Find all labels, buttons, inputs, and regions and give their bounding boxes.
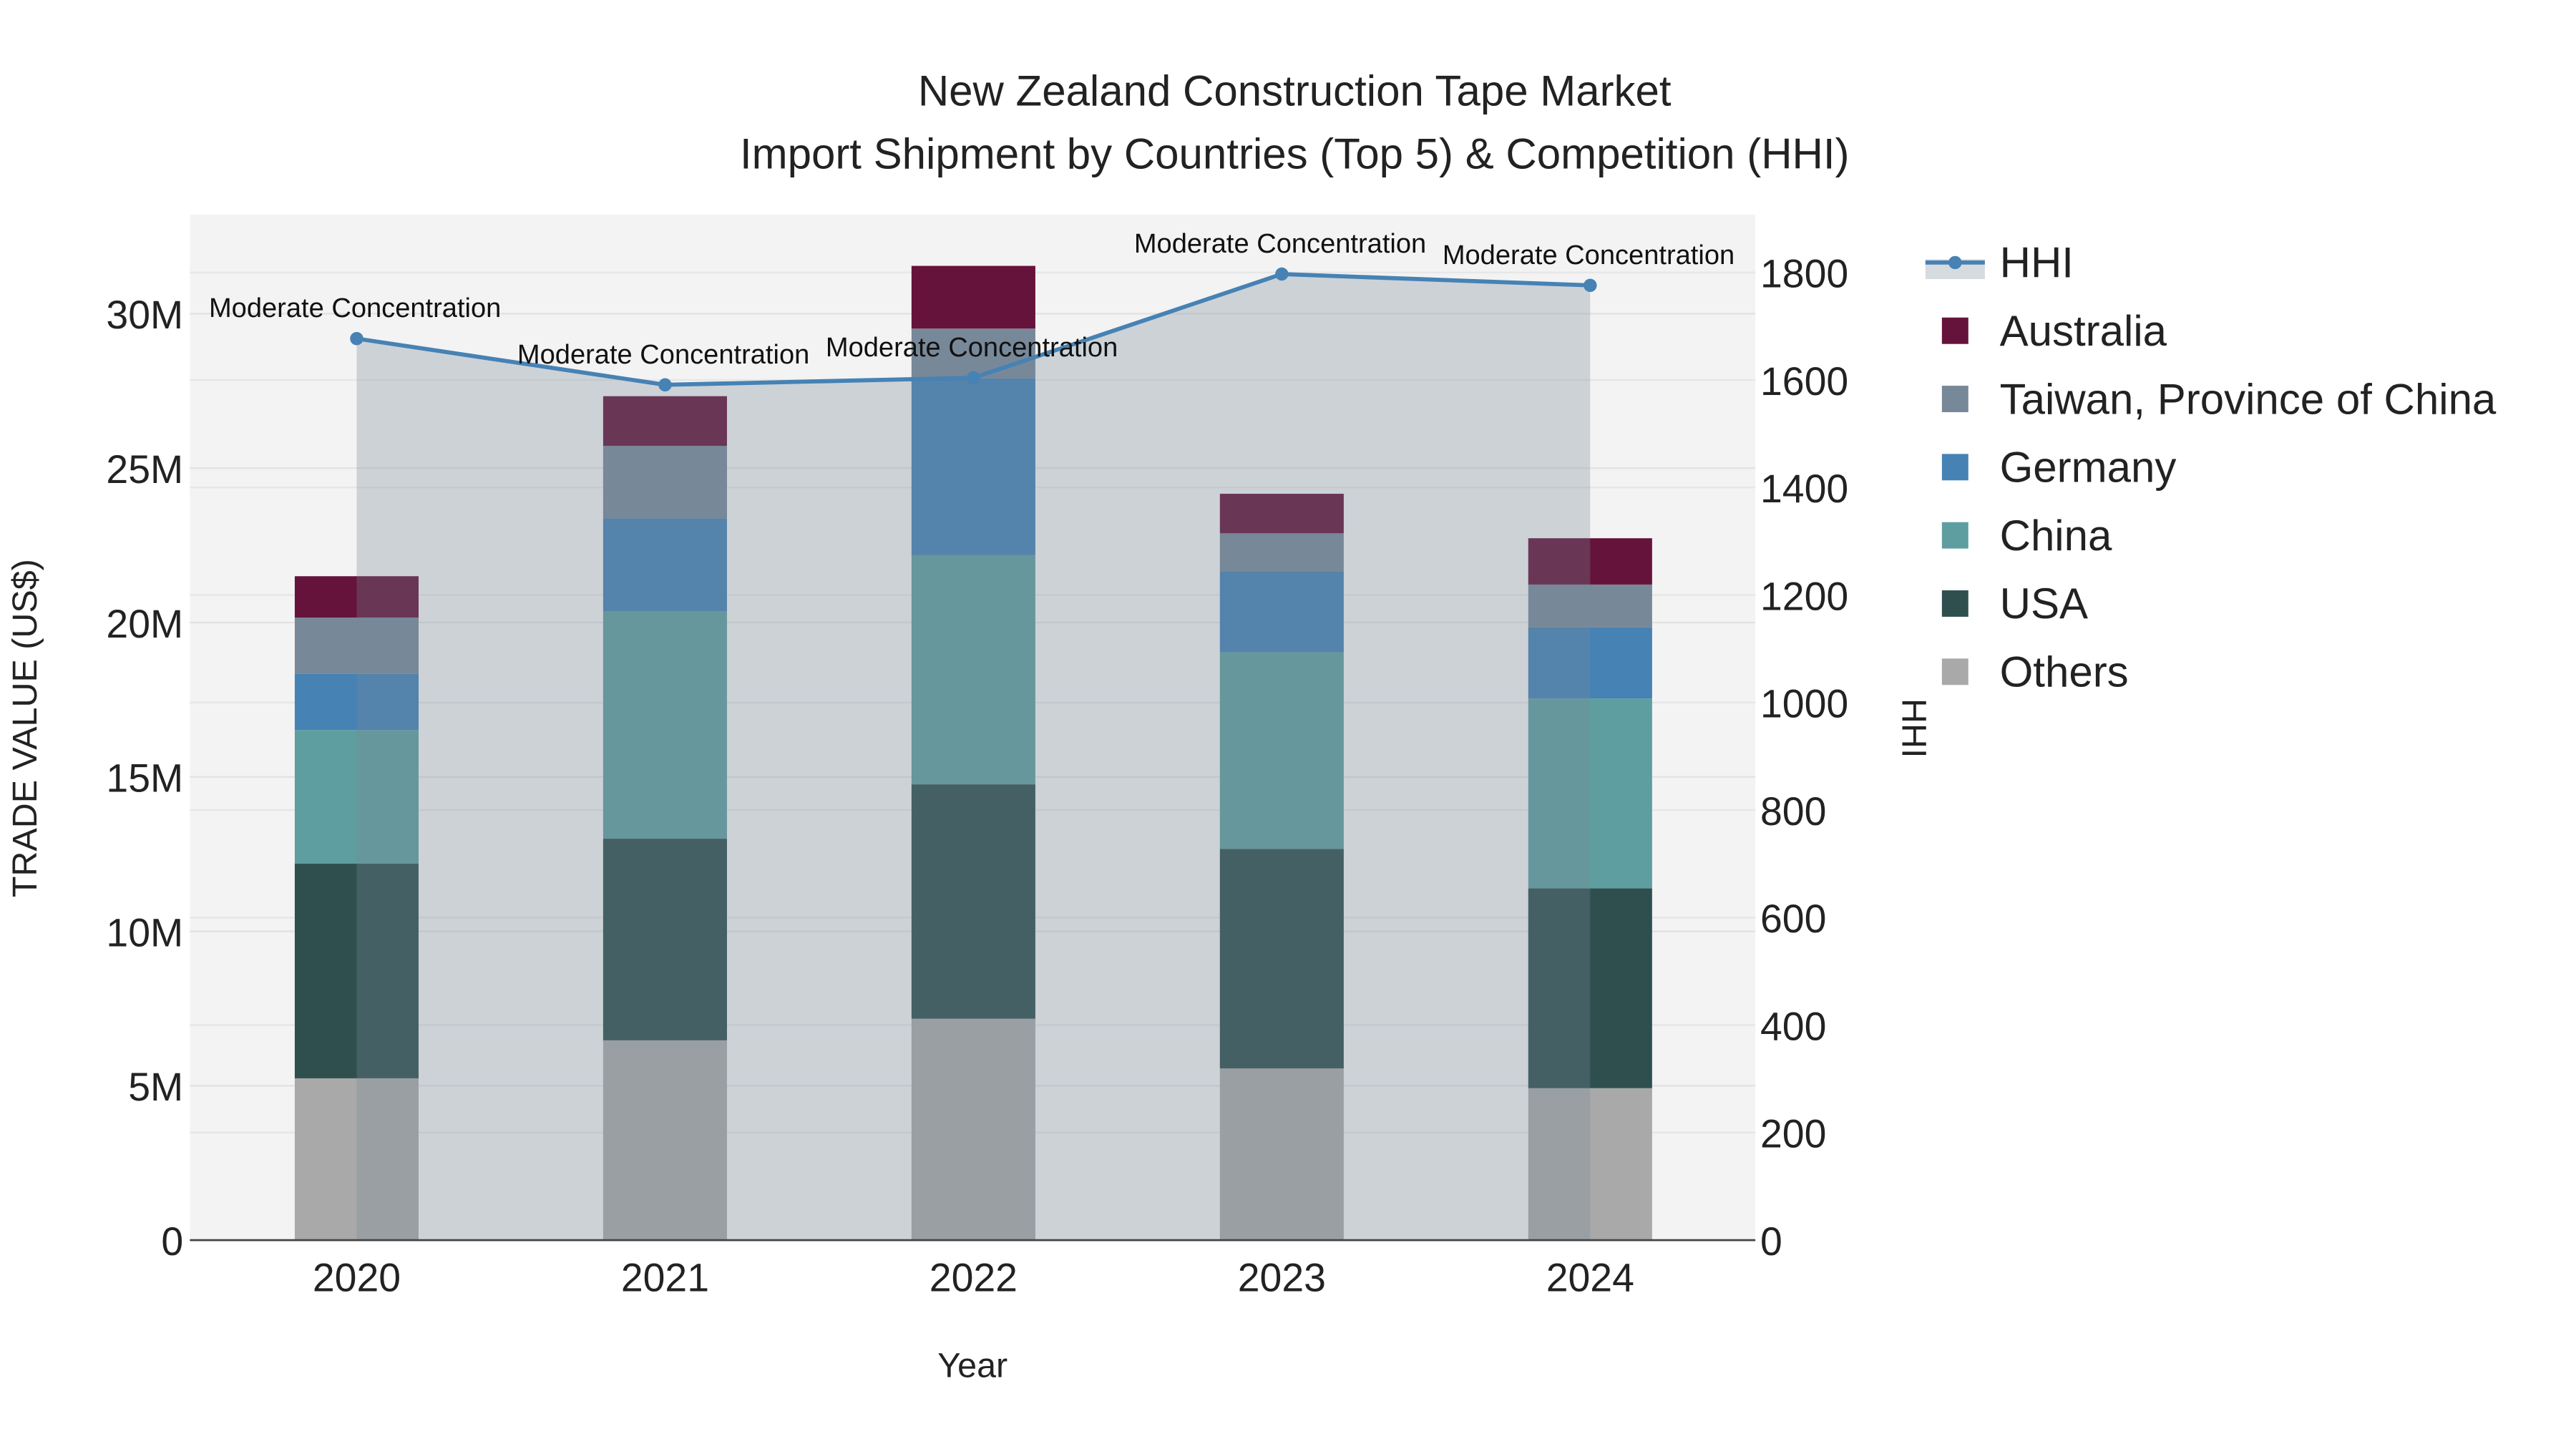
y2-axis-title: HHI (1894, 698, 1933, 758)
bar-germany-2023[interactable] (1219, 571, 1344, 653)
bar-germany-2024[interactable] (1528, 627, 1652, 699)
y2-tick-label: 1200 (1760, 574, 1848, 618)
bar-australia-2021[interactable] (602, 396, 727, 447)
y-tick-label: 10M (106, 910, 183, 955)
y-tick-label: 15M (106, 756, 183, 801)
y2-tick-label: 600 (1760, 897, 1826, 941)
legend-label: USA (2000, 580, 2088, 628)
hhi-point-2021[interactable] (658, 378, 672, 392)
bar-taiwan-province-of-china-2021[interactable] (602, 446, 727, 519)
hhi-annotation: Moderate Concentration (826, 333, 1118, 363)
hhi-annotation: Moderate Concentration (209, 293, 501, 323)
legend-item-germany[interactable]: Germany (1941, 444, 2177, 492)
chart-subtitle: Import Shipment by Countries (Top 5) & C… (740, 130, 1850, 177)
legend-swatch (1941, 386, 1968, 412)
legend-item-hhi[interactable]: HHI (1925, 239, 2074, 287)
x-tick-label: 2022 (930, 1256, 1018, 1300)
y2-tick-label: 200 (1760, 1112, 1826, 1156)
bar-china-2021[interactable] (602, 611, 727, 839)
bar-usa-2022[interactable] (911, 784, 1035, 1019)
bar-usa-2024[interactable] (1528, 888, 1652, 1088)
bar-taiwan-province-of-china-2020[interactable] (294, 618, 419, 674)
legend-swatch (1941, 522, 1968, 549)
bar-australia-2022[interactable] (911, 265, 1035, 329)
legend-item-china[interactable]: China (1941, 512, 2112, 560)
bar-germany-2022[interactable] (911, 378, 1035, 555)
bar-china-2024[interactable] (1528, 698, 1652, 889)
x-tick-label: 2021 (621, 1256, 709, 1300)
y-axis-title: TRADE VALUE (US$) (6, 559, 44, 897)
y-tick-label: 5M (128, 1065, 183, 1109)
y-tick-label: 25M (106, 447, 183, 492)
x-axis-title: Year (937, 1347, 1008, 1385)
hhi-annotation: Moderate Concentration (1443, 240, 1735, 270)
bar-china-2023[interactable] (1219, 652, 1344, 849)
hhi-area (356, 274, 1591, 1241)
y2-tick-label: 1600 (1760, 359, 1848, 404)
legend-label: Germany (2000, 444, 2177, 492)
bar-china-2022[interactable] (911, 555, 1035, 785)
y-tick-label: 0 (161, 1219, 183, 1264)
hhi-point-2024[interactable] (1584, 278, 1597, 293)
legend-swatch (1941, 658, 1968, 686)
bar-taiwan-province-of-china-2022[interactable] (911, 328, 1035, 379)
legend-label: Taiwan, Province of China (2000, 375, 2497, 423)
hhi-annotation: Moderate Concentration (1134, 229, 1426, 259)
x-tick-label: 2020 (313, 1256, 401, 1300)
legend-label: China (2000, 512, 2112, 560)
hhi-point-2022[interactable] (967, 371, 980, 385)
legend-swatch (1941, 454, 1968, 481)
legend-marker (1948, 255, 1962, 270)
bar-others-2024[interactable] (1528, 1088, 1652, 1241)
y2-tick-label: 400 (1760, 1004, 1826, 1048)
legend-item-taiwan-province-of-china[interactable]: Taiwan, Province of China (1941, 375, 2497, 423)
legend-item-usa[interactable]: USA (1941, 580, 2088, 628)
y2-tick-label: 1800 (1760, 252, 1848, 296)
chart-title: New Zealand Construction Tape Market (918, 67, 1672, 115)
legend: HHI Australia Taiwan, Province of China Ger… (1925, 239, 2497, 696)
bar-usa-2021[interactable] (602, 839, 727, 1040)
x-tick-label: 2024 (1546, 1256, 1634, 1300)
bar-taiwan-province-of-china-2023[interactable] (1219, 533, 1344, 572)
legend-item-australia[interactable]: Australia (1941, 307, 2167, 355)
bar-others-2021[interactable] (602, 1040, 727, 1241)
bar-germany-2020[interactable] (294, 673, 419, 731)
bar-taiwan-province-of-china-2024[interactable] (1528, 584, 1652, 628)
y2-tick-label: 1400 (1760, 467, 1848, 511)
bar-germany-2021[interactable] (602, 518, 727, 612)
hhi-point-2023[interactable] (1275, 267, 1289, 281)
y2-tick-label: 1000 (1760, 682, 1848, 726)
hhi-point-2020[interactable] (350, 331, 364, 346)
bar-china-2020[interactable] (294, 730, 419, 864)
bar-others-2022[interactable] (911, 1018, 1035, 1241)
bar-australia-2024[interactable] (1528, 538, 1652, 585)
bar-usa-2023[interactable] (1219, 849, 1344, 1069)
hhi-annotation: Moderate Concentration (517, 340, 809, 370)
bar-others-2020[interactable] (294, 1078, 419, 1241)
y-tick-label: 20M (106, 602, 183, 646)
bar-australia-2020[interactable] (294, 576, 419, 618)
y2-tick-label: 0 (1760, 1219, 1782, 1264)
bar-usa-2020[interactable] (294, 864, 419, 1078)
y2-tick-label: 800 (1760, 789, 1826, 834)
bar-others-2023[interactable] (1219, 1068, 1344, 1241)
legend-label: Australia (2000, 307, 2167, 355)
legend-swatch (1941, 317, 1968, 344)
legend-item-others[interactable]: Others (1941, 648, 2129, 696)
y-tick-label: 30M (106, 293, 183, 337)
bar-australia-2023[interactable] (1219, 494, 1344, 534)
legend-label: HHI (2000, 239, 2074, 287)
legend-swatch (1941, 590, 1968, 617)
x-tick-label: 2023 (1238, 1256, 1326, 1300)
legend-label: Others (2000, 648, 2129, 696)
